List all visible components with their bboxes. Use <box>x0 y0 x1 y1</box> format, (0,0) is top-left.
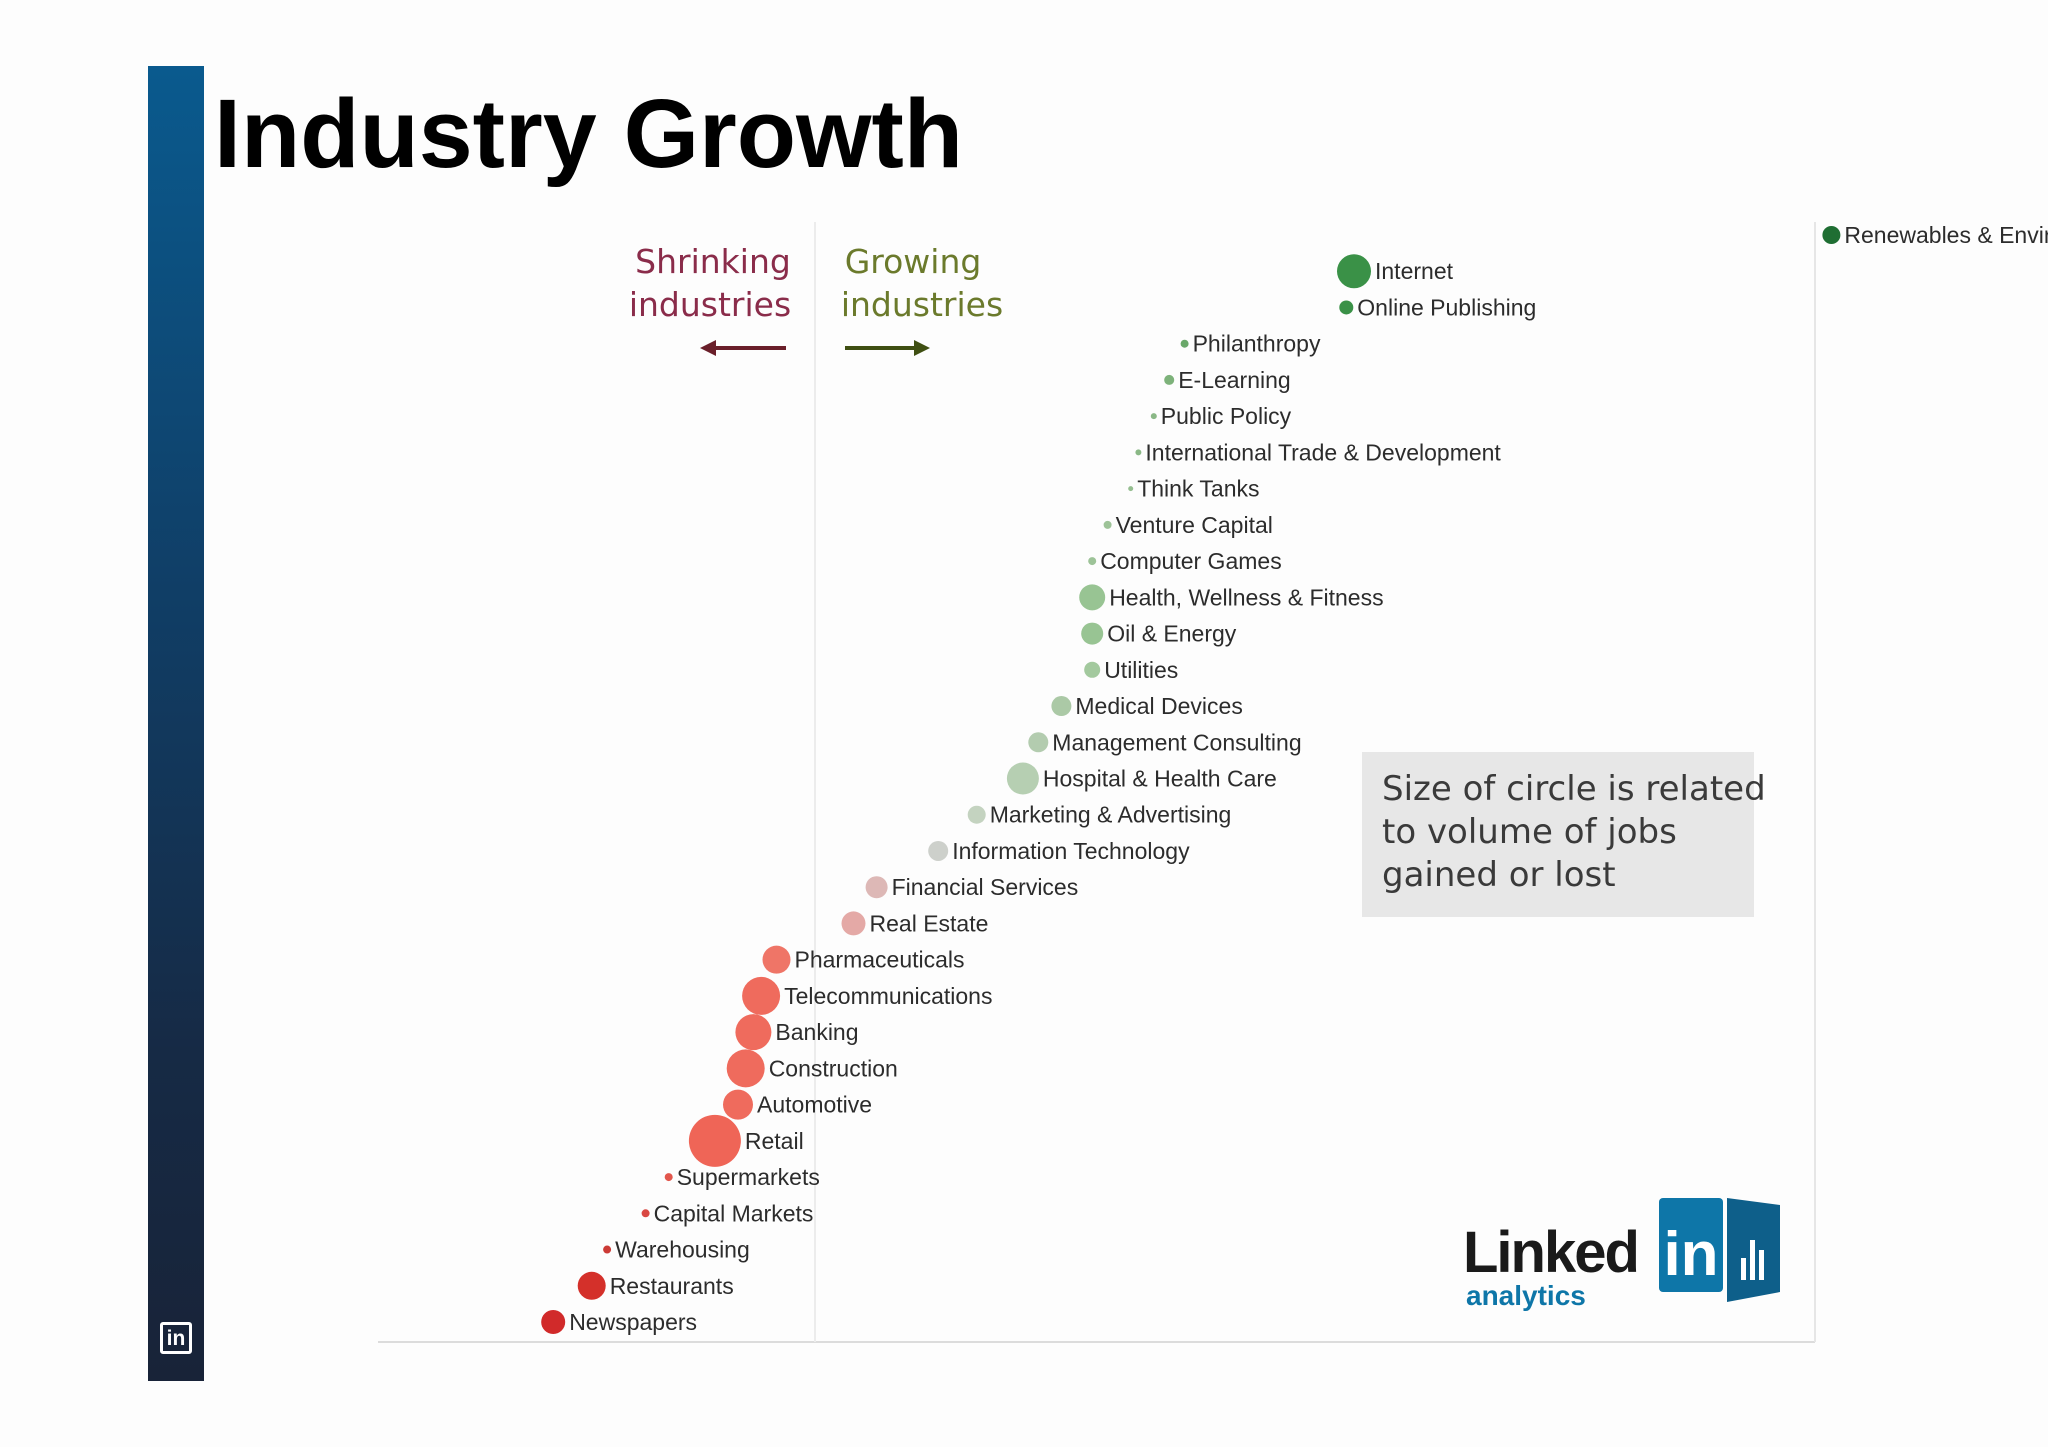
label-information-technology: Information Technology <box>952 838 1190 864</box>
slide-title: Industry Growth <box>214 79 964 188</box>
label-utilities: Utilities <box>1104 657 1178 683</box>
label-public-policy: Public Policy <box>1161 403 1292 429</box>
point-hospital-and-health-care <box>1006 762 1039 795</box>
bar-icon-1 <box>1741 1258 1746 1280</box>
point-international-trade-and-development <box>1135 449 1142 456</box>
label-capital-markets: Capital Markets <box>654 1200 814 1226</box>
label-hospital-and-health-care: Hospital & Health Care <box>1043 766 1277 792</box>
label-internet: Internet <box>1375 258 1454 284</box>
label-marketing-and-advertising: Marketing & Advertising <box>990 802 1232 828</box>
point-management-consulting <box>1028 732 1049 753</box>
growing-annotation: Growing industries <box>841 242 1003 356</box>
label-supermarkets: Supermarkets <box>677 1164 820 1190</box>
label-telecommunications: Telecommunications <box>784 983 992 1009</box>
point-e-learning <box>1164 374 1175 385</box>
point-telecommunications <box>742 976 781 1015</box>
label-venture-capital: Venture Capital <box>1116 512 1273 538</box>
size-note-line1: Size of circle is related <box>1382 769 1766 809</box>
label-oil-and-energy: Oil & Energy <box>1107 621 1237 647</box>
point-public-policy <box>1150 413 1157 420</box>
slide-side-bar <box>148 66 204 1381</box>
label-think-tanks: Think Tanks <box>1137 476 1259 502</box>
point-pharmaceuticals <box>762 945 791 974</box>
linkedin-wordmark: Linked <box>1463 1220 1638 1285</box>
label-financial-services: Financial Services <box>892 874 1079 900</box>
point-capital-markets <box>641 1209 650 1218</box>
label-renewables-and-environment: Renewables & Environment <box>1844 222 2048 248</box>
linkedin-analytics-logo: Linked in analytics <box>1463 1198 1780 1311</box>
label-international-trade-and-development: International Trade & Development <box>1145 439 1501 465</box>
size-note: Size of circle is related to volume of j… <box>1362 752 1766 917</box>
label-warehousing: Warehousing <box>615 1237 750 1263</box>
label-real-estate: Real Estate <box>870 910 989 936</box>
point-philanthropy <box>1180 339 1189 348</box>
label-philanthropy: Philanthropy <box>1193 331 1321 357</box>
point-think-tanks <box>1128 486 1134 492</box>
label-newspapers: Newspapers <box>569 1309 697 1335</box>
label-pharmaceuticals: Pharmaceuticals <box>795 947 965 973</box>
point-utilities <box>1084 661 1101 678</box>
size-note-line2: to volume of jobs <box>1382 812 1677 852</box>
point-retail <box>688 1114 741 1167</box>
point-construction <box>726 1049 765 1088</box>
shrinking-label-line1: Shrinking <box>635 242 791 281</box>
linkedin-in-box <box>1659 1198 1723 1292</box>
bar-icon-3 <box>1759 1250 1764 1280</box>
point-supermarkets <box>664 1173 673 1182</box>
bar-icon-2 <box>1750 1240 1755 1280</box>
point-internet <box>1337 254 1371 289</box>
label-construction: Construction <box>769 1055 898 1081</box>
data-points: Renewables & Environment Internet Online P… <box>541 222 2048 1335</box>
label-automotive: Automotive <box>757 1092 872 1118</box>
shrinking-label-line2: industries <box>629 285 791 324</box>
linkedin-logo-icon: in <box>160 1322 192 1354</box>
label-banking: Banking <box>775 1019 858 1045</box>
point-online-publishing <box>1339 300 1354 315</box>
point-warehousing <box>603 1245 612 1254</box>
point-automotive <box>723 1089 753 1120</box>
growing-arrowhead-icon <box>914 340 930 356</box>
point-financial-services <box>865 876 888 899</box>
label-computer-games: Computer Games <box>1100 548 1282 574</box>
point-computer-games <box>1088 557 1097 566</box>
shrinking-arrowhead-icon <box>700 340 716 356</box>
point-renewables-and-environment <box>1822 226 1841 244</box>
linkedin-in-text: in <box>1663 1220 1718 1289</box>
label-e-learning: E-Learning <box>1178 367 1291 393</box>
point-real-estate <box>841 911 866 936</box>
point-information-technology <box>928 840 949 861</box>
point-venture-capital <box>1103 520 1112 529</box>
label-online-publishing: Online Publishing <box>1357 294 1536 320</box>
point-restaurants <box>577 1271 606 1300</box>
shrinking-annotation: Shrinking industries <box>629 242 791 356</box>
point-oil-and-energy <box>1081 622 1104 645</box>
growing-label-line2: industries <box>841 285 1003 324</box>
point-banking <box>735 1014 772 1051</box>
point-newspapers <box>541 1310 566 1334</box>
size-note-line3: gained or lost <box>1382 855 1616 895</box>
label-health-wellness-and-fitness: Health, Wellness & Fitness <box>1109 584 1383 610</box>
label-restaurants: Restaurants <box>610 1273 734 1299</box>
point-health-wellness-and-fitness <box>1079 584 1106 611</box>
label-management-consulting: Management Consulting <box>1052 729 1301 755</box>
label-medical-devices: Medical Devices <box>1075 693 1242 719</box>
point-marketing-and-advertising <box>967 805 986 824</box>
point-medical-devices <box>1051 696 1072 717</box>
linkedin-analytics-subtext: analytics <box>1466 1280 1586 1311</box>
label-retail: Retail <box>745 1128 804 1154</box>
size-note-box <box>1362 752 1754 917</box>
growing-label-line1: Growing <box>845 242 982 281</box>
